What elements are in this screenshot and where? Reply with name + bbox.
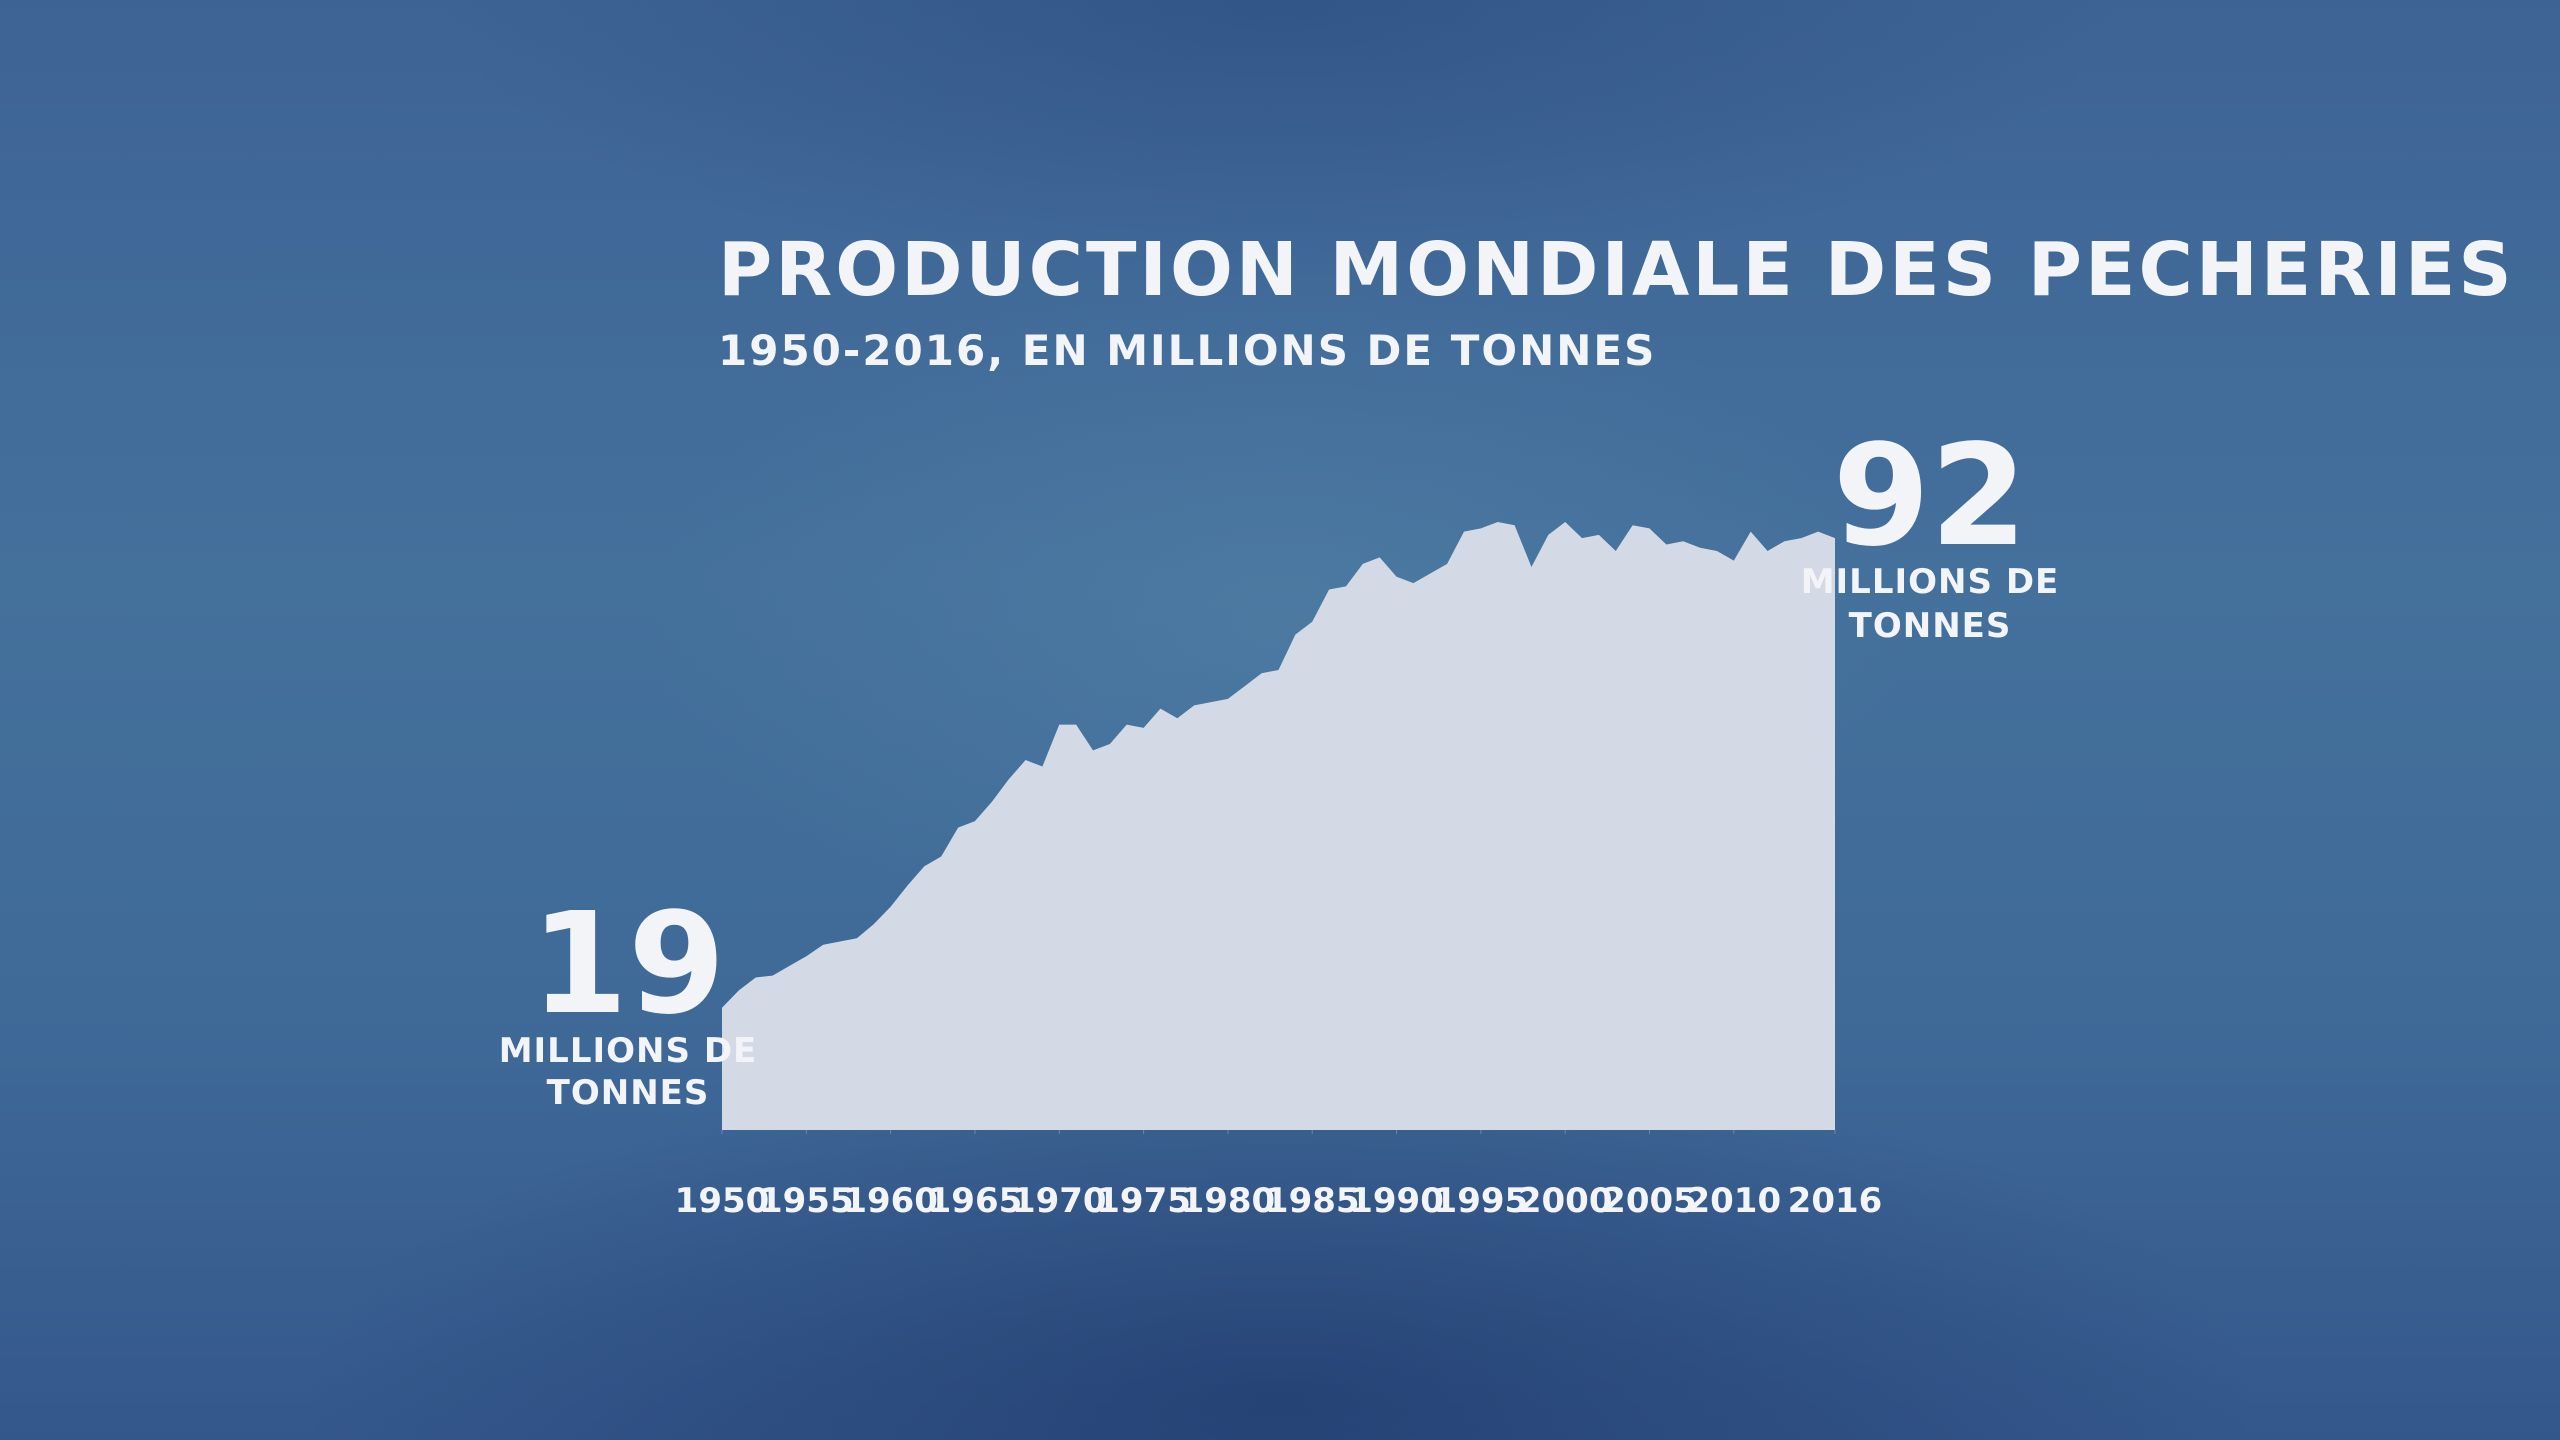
x-tick-label: 1955 (759, 1181, 854, 1221)
annotation-unit: TONNES (1849, 606, 2012, 646)
x-tick-label: 1975 (1096, 1181, 1191, 1221)
chart-title: PRODUCTION MONDIALE DES PECHERIES (718, 227, 2515, 313)
x-tick-label: 2010 (1686, 1181, 1781, 1221)
x-tick-label: 1990 (1349, 1181, 1444, 1221)
x-tick-label: 2000 (1518, 1181, 1613, 1221)
chart-subtitle: 1950-2016, EN MILLIONS DE TONNES (718, 326, 1656, 375)
x-tick-label: 2005 (1602, 1181, 1697, 1221)
annotation-value: 19 (531, 883, 726, 1046)
area (722, 522, 1835, 1130)
x-tick-label: 1995 (1434, 1181, 1529, 1221)
annotation-value: 92 (1833, 415, 2028, 578)
annotation-unit: TONNES (547, 1073, 710, 1113)
x-tick-label: 2016 (1788, 1181, 1883, 1221)
annotation-unit: MILLIONS DE (499, 1031, 758, 1071)
annotation-unit: MILLIONS DE (1801, 562, 2060, 602)
x-tick-label: 1970 (1012, 1181, 1107, 1221)
x-tick-label: 1985 (1265, 1181, 1360, 1221)
x-tick-label: 1965 (928, 1181, 1023, 1221)
x-tick-label: 1960 (843, 1181, 938, 1221)
x-tick-label: 1980 (1181, 1181, 1276, 1221)
x-tick-label: 1950 (675, 1181, 770, 1221)
